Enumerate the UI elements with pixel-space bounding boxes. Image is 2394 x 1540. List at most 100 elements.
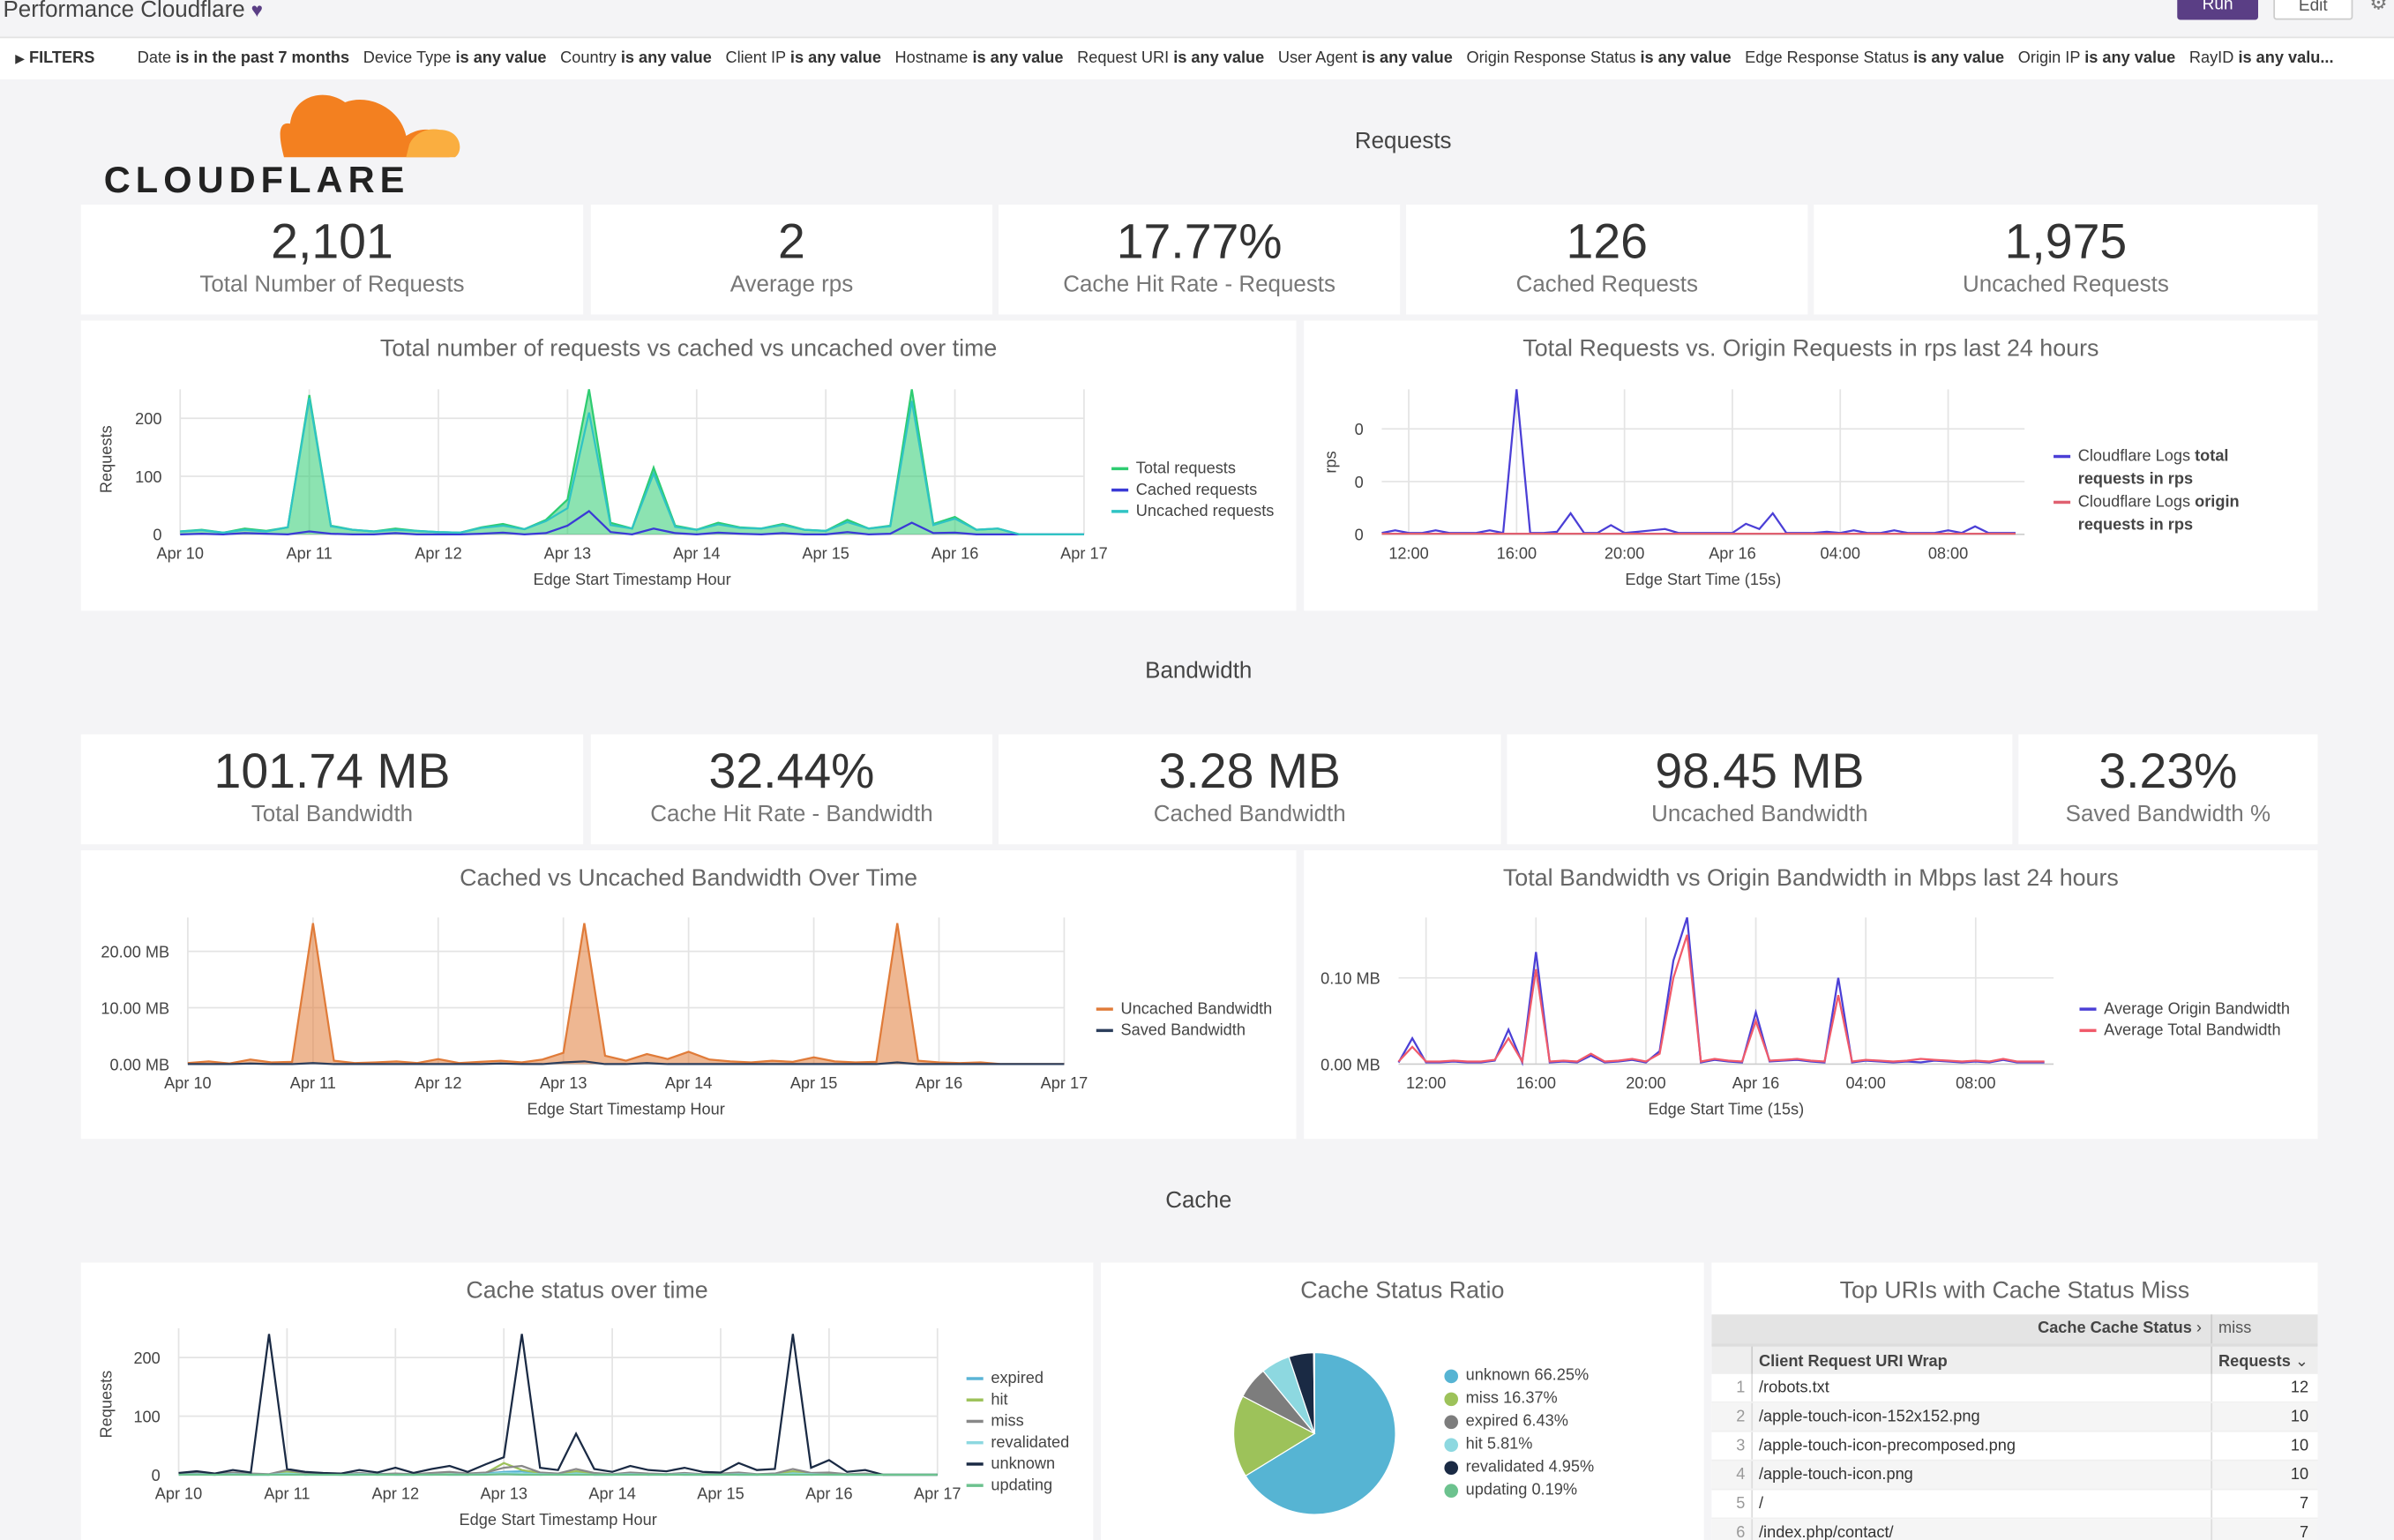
y-tick-label: 0 bbox=[1355, 527, 1364, 544]
table-row[interactable]: 5/ 7 bbox=[1711, 1490, 2318, 1520]
y-tick-label: 10.00 MB bbox=[101, 999, 169, 1017]
legend-item[interactable]: Cached requests bbox=[1111, 480, 1274, 501]
chart-svg[interactable]: Apr 10 Apr 11 Apr 12 Apr 13 Apr 14 Apr 15 Apr … bbox=[81, 850, 1297, 1139]
filter-request-uri[interactable]: Request URI is any value bbox=[1077, 49, 1265, 68]
legend-dot-icon bbox=[1444, 1461, 1459, 1476]
uri-cell[interactable]: /robots.txt bbox=[1753, 1373, 2213, 1402]
legend-swatch-icon bbox=[1111, 510, 1129, 513]
filter-device-type[interactable]: Device Type is any value bbox=[363, 49, 547, 68]
x-tick-label: 04:00 bbox=[1845, 1074, 1885, 1092]
filter-country[interactable]: Country is any value bbox=[560, 49, 712, 68]
chart-svg[interactable]: 12:00 16:00 20:00 Apr 16 04:00 08:00 0 0 0 bbox=[1304, 320, 2317, 610]
edit-button[interactable]: Edit bbox=[2273, 0, 2353, 20]
run-button[interactable]: Run bbox=[2177, 0, 2259, 20]
kpi-value: 32.44% bbox=[708, 743, 875, 799]
x-axis-label: Edge Start Timestamp Hour bbox=[527, 1100, 725, 1119]
kpi-average-rps: 2 Average rps bbox=[590, 204, 993, 315]
requests-cell: 12 bbox=[2290, 1379, 2309, 1397]
x-tick-label: 08:00 bbox=[1956, 1074, 1995, 1092]
filter-client-ip[interactable]: Client IP is any value bbox=[725, 49, 881, 68]
pie-slice-miss bbox=[1233, 1395, 1316, 1477]
x-tick-label: Apr 14 bbox=[665, 1074, 713, 1092]
chart-svg[interactable]: Apr 10 Apr 11 Apr 12 Apr 13 Apr 14 Apr 15 Apr … bbox=[81, 320, 1297, 610]
legend-item[interactable]: Cloudflare Logs total requests in rps bbox=[2054, 445, 2283, 491]
legend-item[interactable]: unknown bbox=[966, 1454, 1070, 1475]
chart-cache-status-over-time: Cache status over time Apr 10 Apr 11 Apr 1… bbox=[80, 1262, 1094, 1540]
favorite-heart-icon[interactable]: ♥ bbox=[251, 0, 263, 22]
filter-date[interactable]: Date is in the past 7 months bbox=[137, 49, 350, 68]
gear-icon[interactable]: ⚙ bbox=[2369, 0, 2388, 14]
chart-cache-status-ratio: Cache Status Ratio unknown 66.25% miss 16… bbox=[1100, 1262, 1704, 1540]
column-header-requests[interactable]: Requests ⌄ bbox=[2218, 1352, 2309, 1372]
legend-swatch-icon bbox=[1096, 1007, 1113, 1011]
uri-cell[interactable]: /index.php/contact/ bbox=[1753, 1519, 2213, 1540]
table-row[interactable]: 2/apple-touch-icon-152x152.png 10 bbox=[1711, 1402, 2318, 1432]
legend-swatch-icon bbox=[1111, 467, 1129, 471]
table-row[interactable]: 1/robots.txt 12 bbox=[1711, 1373, 2318, 1403]
chart-legend: Total requests Cached requests Uncached re… bbox=[1111, 458, 1274, 522]
filter-origin-response-status[interactable]: Origin Response Status is any value bbox=[1466, 49, 1732, 68]
table-row[interactable]: 6/index.php/contact/7 bbox=[1711, 1519, 2318, 1540]
x-axis-label: Edge Start Timestamp Hour bbox=[459, 1511, 657, 1530]
legend-item[interactable]: revalidated bbox=[966, 1432, 1069, 1454]
chart-svg[interactable]: 12:00 16:00 20:00 Apr 16 04:00 08:00 0.00 MB 0.… bbox=[1304, 850, 2317, 1139]
x-tick-label: Apr 16 bbox=[1709, 545, 1756, 563]
column-header-row: Client Request URI Wrap Requests ⌄ bbox=[1711, 1343, 2318, 1374]
kpi-label: Total Bandwidth bbox=[251, 801, 414, 828]
legend-item[interactable]: Average Origin Bandwidth bbox=[2079, 998, 2290, 1020]
legend-item[interactable]: Average Total Bandwidth bbox=[2079, 1020, 2290, 1041]
uri-cell[interactable]: /apple-touch-icon-152x152.png bbox=[1753, 1402, 2213, 1431]
series-line-miss bbox=[178, 1464, 938, 1476]
series-line-cached-requests bbox=[180, 510, 1084, 535]
x-tick-label: 16:00 bbox=[1497, 545, 1537, 563]
top-uris-table-card: Top URIs with Cache Status Miss Cache Ca… bbox=[1711, 1262, 2318, 1540]
filter-user-agent[interactable]: User Agent is any value bbox=[1277, 49, 1453, 68]
legend-item[interactable]: expired bbox=[966, 1368, 1070, 1389]
legend-item[interactable]: miss 16.37% bbox=[1444, 1387, 1594, 1410]
filters-toggle[interactable]: ▶ FILTERS bbox=[15, 49, 95, 68]
legend-item[interactable]: updating bbox=[966, 1475, 1070, 1496]
legend-item[interactable]: revalidated 4.95% bbox=[1444, 1456, 1594, 1479]
pie-slice-unknown bbox=[1245, 1351, 1396, 1515]
requests-cell: 10 bbox=[2290, 1436, 2309, 1455]
legend-item[interactable]: miss bbox=[966, 1410, 1070, 1432]
legend-item[interactable]: updating 0.19% bbox=[1444, 1479, 1594, 1502]
legend-item[interactable]: Uncached Bandwidth bbox=[1096, 998, 1272, 1020]
table-row[interactable]: 3/apple-touch-icon-precomposed.png 10 bbox=[1711, 1432, 2318, 1462]
cloudflare-logo: CLOUDFLARE bbox=[101, 84, 467, 203]
filter-origin-ip[interactable]: Origin IP is any value bbox=[2017, 49, 2176, 68]
legend-item[interactable]: unknown 66.25% bbox=[1444, 1364, 1594, 1387]
legend-item[interactable]: Total requests bbox=[1111, 458, 1274, 479]
legend-item[interactable]: Cloudflare Logs origin requests in rps bbox=[2054, 491, 2283, 537]
legend-item[interactable]: hit 5.81% bbox=[1444, 1433, 1594, 1456]
chart-svg[interactable]: Apr 10 Apr 11 Apr 12 Apr 13 Apr 14 Apr 15 Apr … bbox=[81, 1262, 1094, 1540]
chevron-right-icon: › bbox=[2196, 1319, 2202, 1338]
y-tick-label: 0 bbox=[1355, 474, 1364, 491]
series-line-uncached-bandwidth bbox=[187, 923, 1065, 1065]
column-header-uri[interactable]: Client Request URI Wrap bbox=[1753, 1346, 2213, 1374]
uri-cell[interactable]: /apple-touch-icon-precomposed.png bbox=[1753, 1432, 2213, 1460]
x-axis-label: Edge Start Time (15s) bbox=[1625, 571, 1782, 590]
kpi-value: 98.45 MB bbox=[1655, 743, 1865, 799]
uri-cell[interactable]: / bbox=[1753, 1490, 2213, 1518]
legend-swatch-icon bbox=[966, 1462, 984, 1466]
x-tick-label: Apr 15 bbox=[697, 1485, 744, 1503]
x-tick-label: Apr 10 bbox=[164, 1074, 212, 1092]
kpi-total-bandwidth: 101.74 MB Total Bandwidth bbox=[80, 734, 584, 845]
kpi-label: Cache Hit Rate - Bandwidth bbox=[650, 801, 933, 828]
uri-cell[interactable]: /apple-touch-icon.png bbox=[1753, 1461, 2213, 1489]
pie-chart[interactable] bbox=[1101, 1262, 1704, 1540]
legend-item[interactable]: Saved Bandwidth bbox=[1096, 1020, 1272, 1041]
kpi-uncached-bandwidth: 98.45 MB Uncached Bandwidth bbox=[1507, 734, 2013, 845]
title-text: Performance Cloudflare bbox=[3, 0, 245, 23]
legend-swatch-icon bbox=[966, 1484, 984, 1487]
table-row[interactable]: 4/apple-touch-icon.png 10 bbox=[1711, 1461, 2318, 1491]
legend-item[interactable]: hit bbox=[966, 1389, 1070, 1410]
legend-item[interactable]: expired 6.43% bbox=[1444, 1410, 1594, 1433]
legend-item[interactable]: Uncached requests bbox=[1111, 501, 1274, 522]
filters-bar[interactable]: ▶ FILTERS Date is in the past 7 months De… bbox=[0, 36, 2394, 80]
filter-edge-response-status[interactable]: Edge Response Status is any value bbox=[1745, 49, 2005, 68]
filter-rayid[interactable]: RayID is any valu... bbox=[2188, 49, 2334, 68]
filter-hostname[interactable]: Hostname is any value bbox=[894, 49, 1064, 68]
y-tick-label: 0.10 MB bbox=[1320, 970, 1380, 988]
